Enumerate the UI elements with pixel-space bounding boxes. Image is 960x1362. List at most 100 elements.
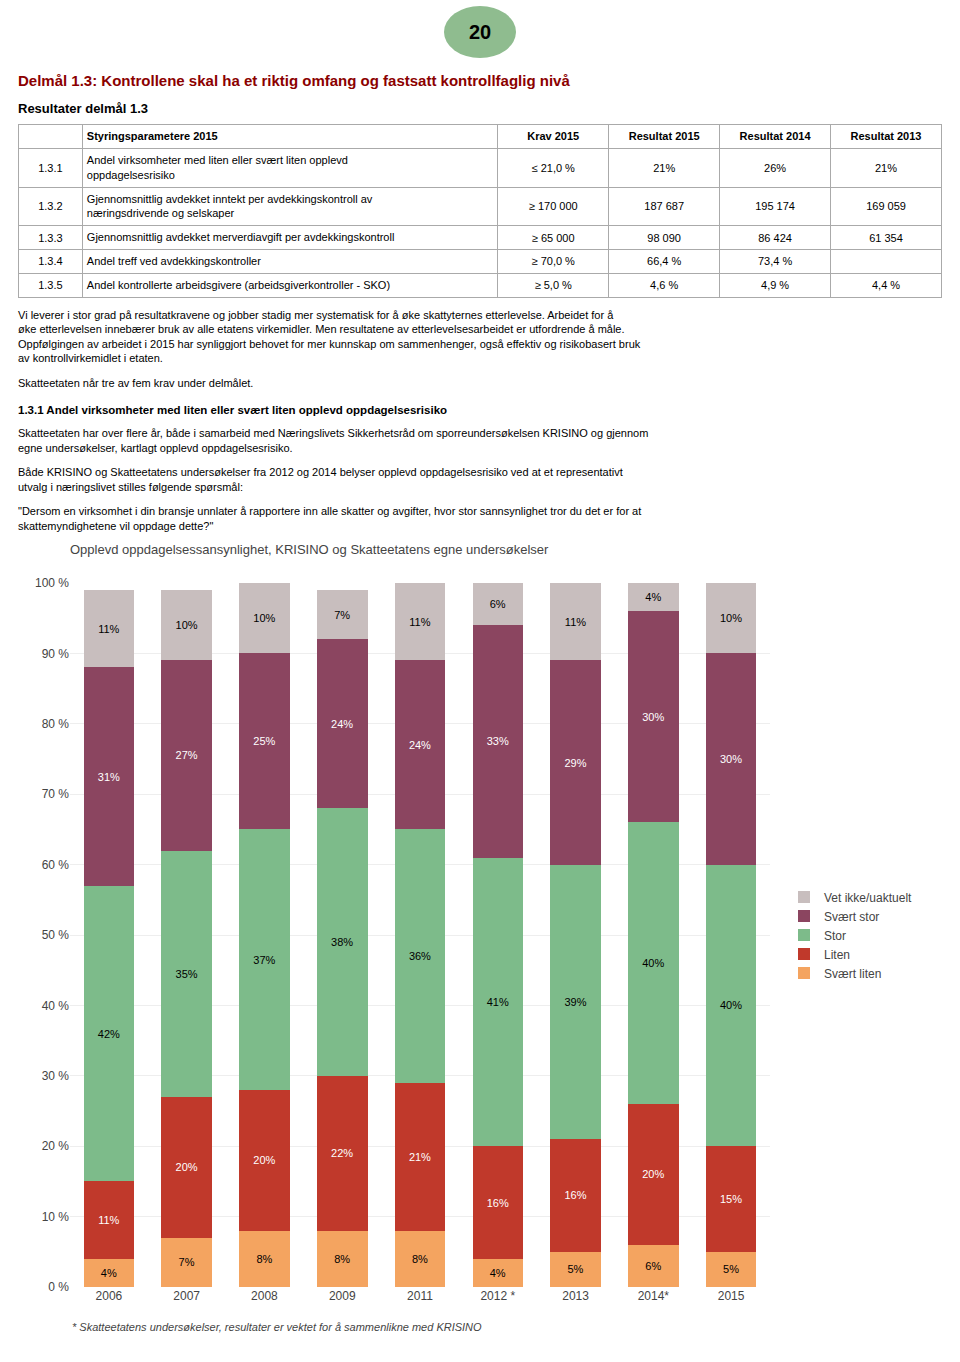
svg-text:20%: 20% — [253, 1155, 275, 1167]
svg-text:8%: 8% — [256, 1253, 272, 1265]
svg-text:30%: 30% — [642, 711, 664, 723]
svg-text:37%: 37% — [253, 954, 275, 966]
svg-text:2012 *: 2012 * — [480, 1289, 515, 1303]
html-text:Resultater delmål 1.3: Resultater delmål 1.3 — [18, 101, 149, 116]
svg-text:10%: 10% — [720, 612, 742, 624]
svg-text:21%: 21% — [409, 1151, 431, 1163]
svg-text:5%: 5% — [567, 1264, 583, 1276]
svg-text:29%: 29% — [564, 757, 586, 769]
html-text:61 354: 61 354 — [869, 231, 903, 244]
html-text:1.3.4: 1.3.4 — [38, 255, 63, 268]
html-text:Delmål 1.3: Kontrollene skal h: Delmål 1.3: Kontrollene skal ha et rikti… — [18, 72, 570, 89]
svg-text:22%: 22% — [331, 1147, 353, 1159]
svg-text:2011: 2011 — [407, 1289, 433, 1303]
svg-text:35%: 35% — [176, 968, 198, 980]
svg-text:27%: 27% — [176, 750, 198, 762]
svg-text:2015: 2015 — [718, 1289, 745, 1303]
html-text:≥ 170 000: ≥ 170 000 — [528, 200, 578, 213]
svg-text:40%: 40% — [720, 1000, 742, 1012]
svg-text:10%: 10% — [176, 619, 198, 631]
svg-text:60 %: 60 % — [42, 858, 70, 872]
svg-text:24%: 24% — [331, 718, 353, 730]
svg-text:4%: 4% — [490, 1267, 506, 1279]
svg-text:30 %: 30 % — [42, 1069, 70, 1083]
html-text:Resultat 2013: Resultat 2013 — [850, 130, 922, 143]
svg-text:100 %: 100 % — [35, 576, 69, 590]
html-text:195 174: 195 174 — [755, 200, 795, 213]
svg-text:15%: 15% — [720, 1193, 742, 1205]
svg-text:8%: 8% — [334, 1253, 350, 1265]
svg-text:11%: 11% — [98, 623, 119, 635]
svg-text:40%: 40% — [642, 957, 664, 969]
svg-text:40 %: 40 % — [42, 999, 70, 1013]
svg-text:0 %: 0 % — [48, 1280, 69, 1294]
svg-text:Opplevd oppdagelsessansynlighe: Opplevd oppdagelsessansynlighet, KRISINO… — [70, 542, 549, 557]
svg-text:80 %: 80 % — [42, 717, 70, 731]
html-text:Gjennomsnittlig avdekket innte: Gjennomsnittlig avdekket inntekt per avd… — [86, 192, 373, 220]
svg-text:7%: 7% — [179, 1257, 195, 1269]
svg-text:2008: 2008 — [251, 1289, 278, 1303]
svg-text:7%: 7% — [334, 609, 350, 621]
html-text:≤ 21,0 %: ≤ 21,0 % — [531, 161, 575, 174]
html-text:26%: 26% — [764, 161, 787, 174]
svg-text:90 %: 90 % — [42, 647, 70, 661]
html-text:98 090: 98 090 — [647, 231, 681, 244]
svg-text:38%: 38% — [331, 936, 353, 948]
svg-text:5%: 5% — [723, 1264, 739, 1276]
html-text:Resultat 2014: Resultat 2014 — [739, 130, 811, 143]
svg-text:* Skatteetatens undersøkelser,: * Skatteetatens undersøkelser, resultate… — [72, 1321, 482, 1333]
svg-text:6%: 6% — [490, 598, 506, 610]
svg-text:Svært stor: Svært stor — [824, 910, 879, 924]
html-text:20: 20 — [468, 21, 492, 43]
svg-text:2013: 2013 — [562, 1289, 589, 1303]
svg-text:16%: 16% — [564, 1190, 586, 1202]
svg-text:39%: 39% — [564, 996, 586, 1008]
svg-text:Svært liten: Svært liten — [824, 967, 881, 981]
svg-text:2007: 2007 — [173, 1289, 200, 1303]
svg-text:20%: 20% — [642, 1169, 664, 1181]
svg-text:8%: 8% — [412, 1253, 428, 1265]
svg-text:41%: 41% — [487, 996, 509, 1008]
svg-text:6%: 6% — [645, 1260, 661, 1272]
html-text:Andel treff ved avdekkingskont: Andel treff ved avdekkingskontroller — [86, 255, 261, 268]
svg-text:36%: 36% — [409, 950, 431, 962]
html-text:1.3.1: 1.3.1 — [38, 161, 63, 174]
svg-text:4%: 4% — [645, 591, 661, 603]
svg-text:25%: 25% — [253, 736, 275, 748]
html-text:1.3.3: 1.3.3 — [38, 231, 63, 244]
html-text:21%: 21% — [875, 161, 897, 174]
html-text:≥ 70,0 %: ≥ 70,0 % — [531, 255, 575, 268]
svg-text:20 %: 20 % — [42, 1140, 70, 1154]
svg-text:Stor: Stor — [824, 929, 846, 943]
svg-text:16%: 16% — [487, 1197, 509, 1209]
html-text:187 687: 187 687 — [644, 200, 684, 213]
html-text:21%: 21% — [653, 161, 676, 174]
svg-text:42%: 42% — [98, 1028, 120, 1040]
svg-text:11%: 11% — [98, 1214, 119, 1226]
svg-text:50 %: 50 % — [42, 928, 70, 942]
html-text:Andel virksomheter med liten e: Andel virksomheter med liten eller svært… — [86, 153, 348, 181]
svg-text:33%: 33% — [487, 736, 509, 748]
svg-text:11%: 11% — [409, 616, 430, 628]
svg-text:31%: 31% — [98, 771, 120, 783]
svg-text:Vet ikke/uaktuelt: Vet ikke/uaktuelt — [824, 891, 912, 905]
html-text:169 059: 169 059 — [866, 200, 906, 213]
svg-text:11%: 11% — [565, 616, 586, 628]
svg-text:4%: 4% — [101, 1267, 117, 1279]
svg-text:70 %: 70 % — [42, 788, 70, 802]
svg-text:2006: 2006 — [96, 1289, 123, 1303]
html-text:≥ 65 000: ≥ 65 000 — [531, 231, 575, 244]
html-text:Gjennomsnittlig avdekket merve: Gjennomsnittlig avdekket merverdiavgift … — [86, 231, 395, 244]
svg-text:24%: 24% — [409, 739, 431, 751]
html-text:1.3.2: 1.3.2 — [38, 200, 63, 213]
svg-text:2014*: 2014* — [638, 1289, 670, 1303]
svg-text:20%: 20% — [176, 1162, 198, 1174]
svg-text:30%: 30% — [720, 753, 742, 765]
svg-text:10 %: 10 % — [42, 1210, 70, 1224]
html-text:Krav 2015: Krav 2015 — [527, 130, 580, 143]
html-text:Resultat 2015: Resultat 2015 — [628, 130, 700, 143]
svg-text:10%: 10% — [253, 612, 275, 624]
svg-text:Liten: Liten — [824, 948, 850, 962]
svg-text:2009: 2009 — [329, 1289, 356, 1303]
html-text:86 424: 86 424 — [758, 231, 792, 244]
